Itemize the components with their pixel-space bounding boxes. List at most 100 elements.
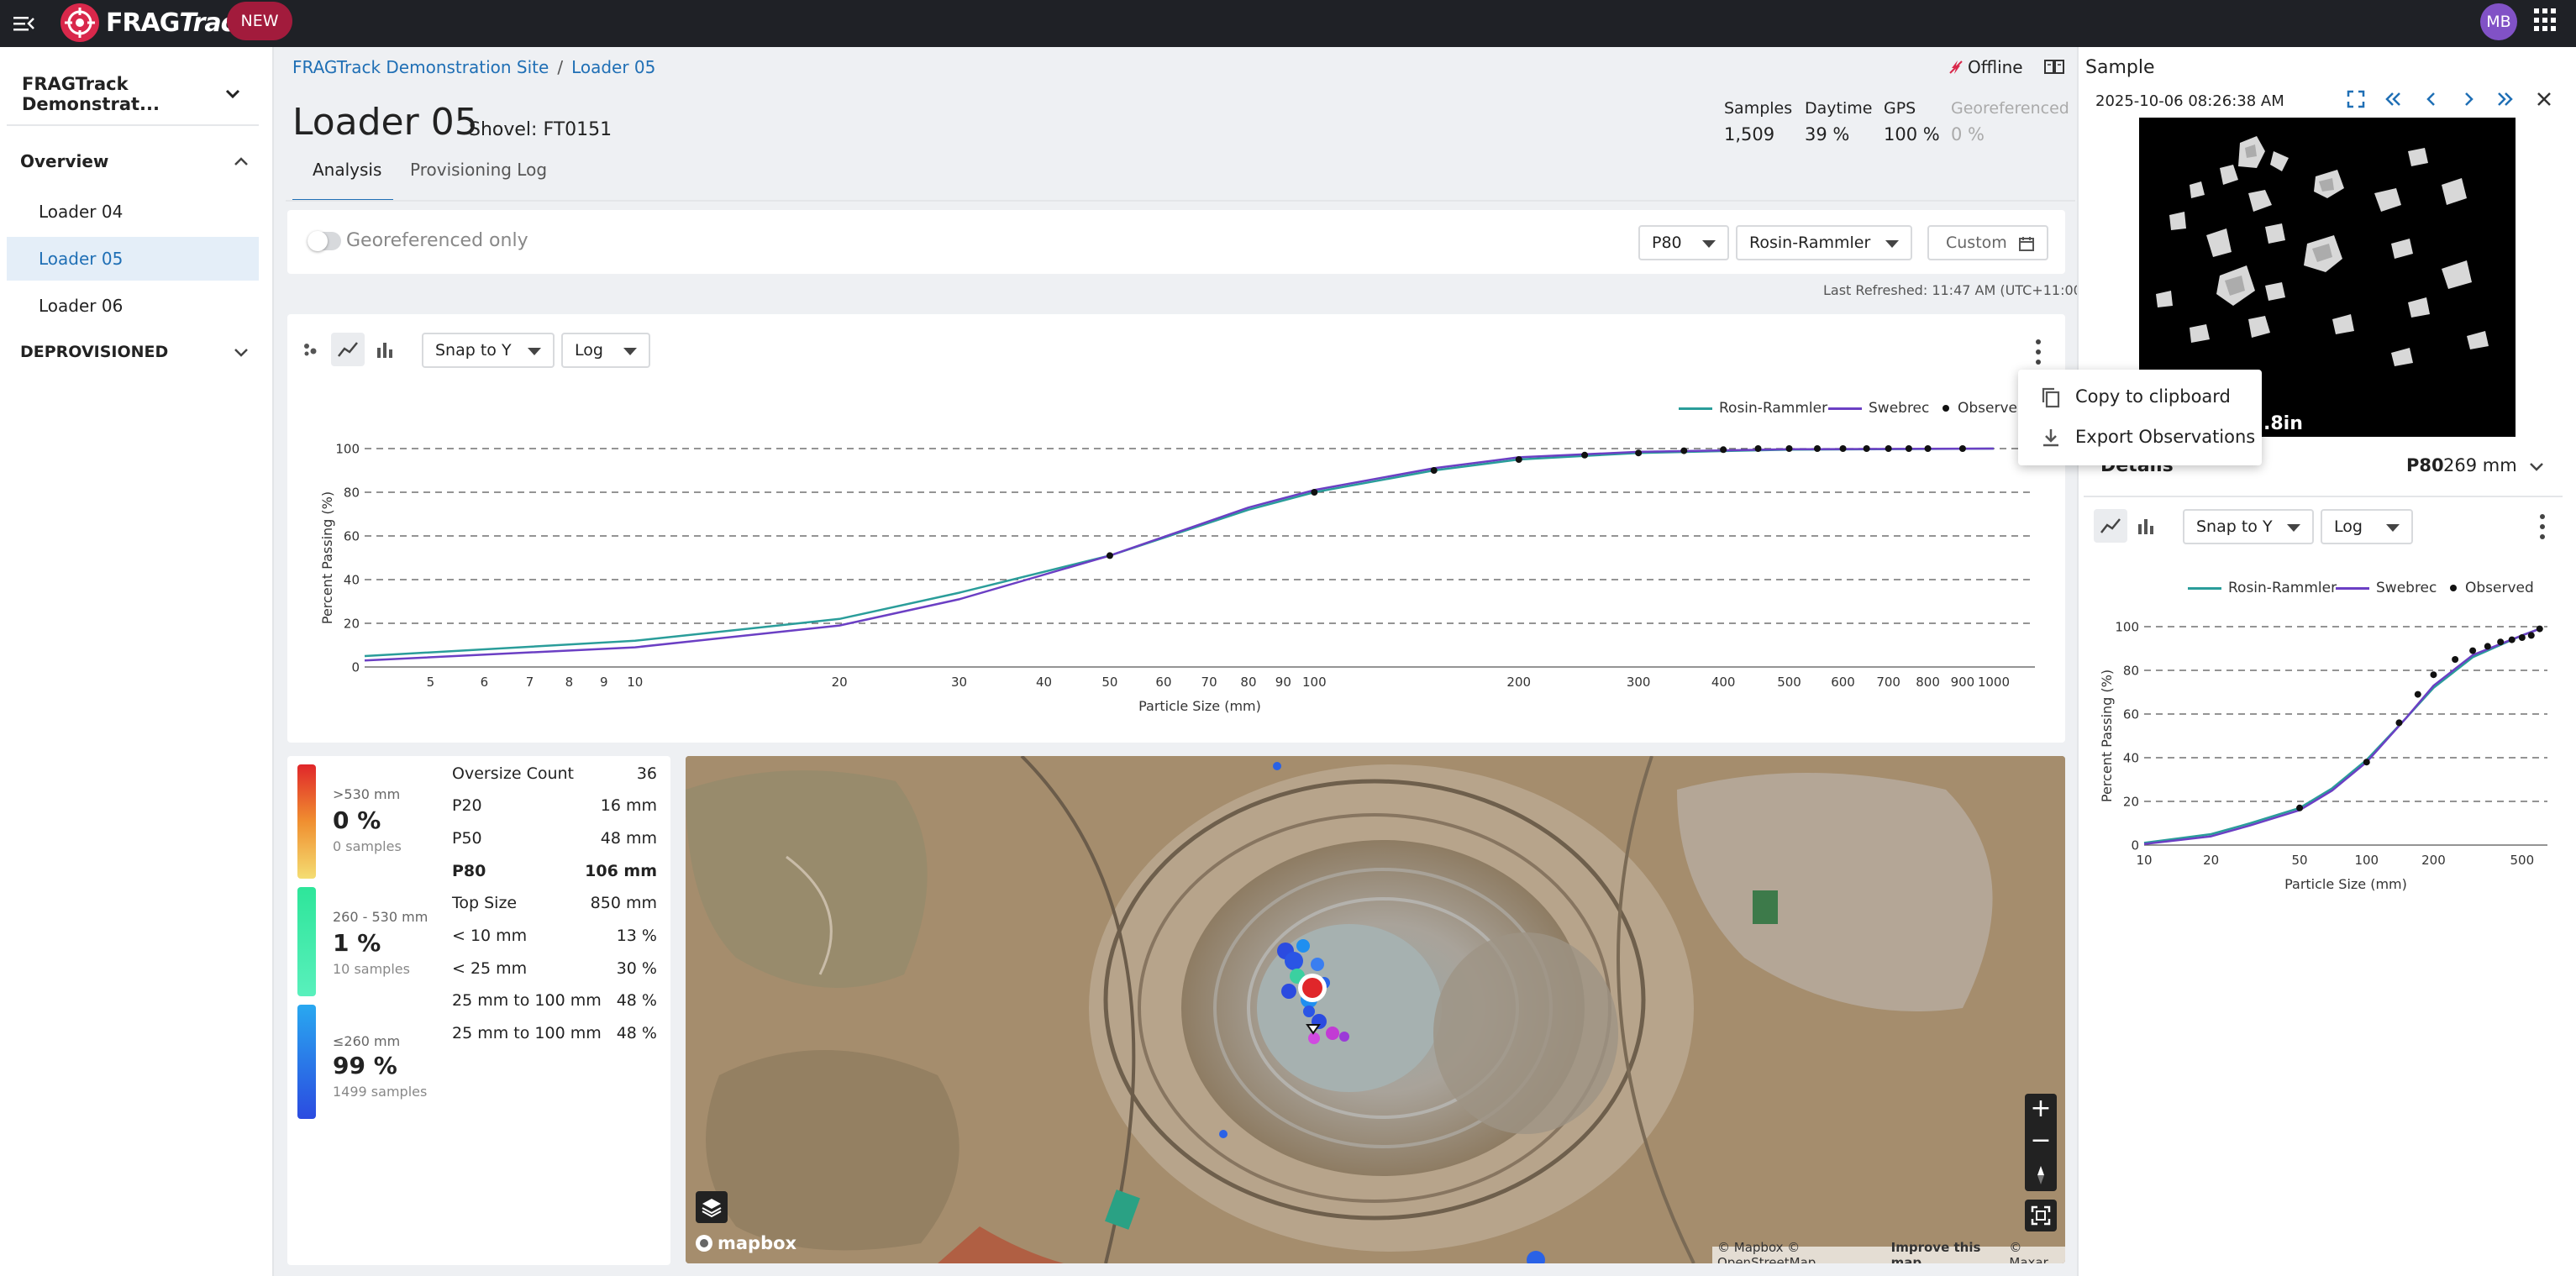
- legend-swebrec[interactable]: Swebrec: [2336, 580, 2437, 596]
- metric-select[interactable]: P80: [1638, 225, 1729, 260]
- observed-point: [1581, 451, 1589, 459]
- scatter-view-icon[interactable]: [294, 333, 328, 366]
- series-line-swebrec: [364, 447, 1994, 662]
- details-snap-select[interactable]: Snap to Y: [2183, 509, 2314, 544]
- menu-icon[interactable]: [12, 10, 40, 37]
- observed-point: [2518, 634, 2526, 641]
- legend-observed[interactable]: Observed: [2450, 580, 2534, 596]
- user-avatar[interactable]: MB: [2480, 3, 2517, 40]
- legend-rosin-rammler[interactable]: Rosin-Rammler: [1679, 400, 1827, 417]
- improve-map-link[interactable]: Improve this map: [1890, 1240, 1981, 1263]
- mapbox-logo[interactable]: mapbox: [694, 1233, 796, 1253]
- stat-row-value: 30 %: [616, 959, 657, 978]
- menu-item-label: Copy to clipboard: [2075, 386, 2231, 407]
- last-sample-icon[interactable]: [2495, 89, 2516, 114]
- legend-swebrec[interactable]: Swebrec: [1828, 400, 1929, 417]
- next-sample-icon[interactable]: [2458, 89, 2479, 114]
- stat-row-oversize-count: Oversize Count 36: [452, 764, 657, 796]
- stat-samples: Samples 1,509: [1724, 99, 1792, 144]
- book-icon[interactable]: [2043, 57, 2065, 80]
- observed-point: [1515, 456, 1522, 463]
- x-tick-label: 700: [1876, 675, 1900, 690]
- offline-status[interactable]: Offline: [1949, 57, 2023, 77]
- series-line-rosin-rammler: [2143, 627, 2541, 844]
- legend-rosin-rammler[interactable]: Rosin-Rammler: [2188, 580, 2337, 596]
- satellite-map[interactable]: + − mapbox © Mapbox © OpenStreetMap Impr…: [686, 756, 2065, 1263]
- layers-icon[interactable]: [696, 1191, 728, 1223]
- breadcrumb-current[interactable]: Loader 05: [571, 57, 656, 77]
- observed-point: [1430, 467, 1438, 474]
- sidebar: FRAGTrack Demonstrat... Overview Loader …: [0, 47, 274, 1276]
- zoom-in-icon[interactable]: +: [2030, 1094, 2052, 1123]
- app-logo[interactable]: FRAGTrack: [60, 3, 251, 42]
- compass-icon[interactable]: [2025, 1159, 2057, 1191]
- copy-to-clipboard-item[interactable]: Copy to clipboard: [2018, 376, 2262, 417]
- chevron-down-icon[interactable]: [234, 348, 249, 358]
- sample-markers: [1219, 762, 1545, 1263]
- chevron-down-icon: [2530, 463, 2543, 471]
- fines-samples: 1499 samples: [333, 1084, 428, 1100]
- attribution-maxar[interactable]: © Maxar: [2009, 1240, 2048, 1263]
- chevron-up-icon[interactable]: [234, 156, 249, 166]
- legend-observed[interactable]: Observed: [1943, 400, 2027, 417]
- export-observations-item[interactable]: Export Observations: [2018, 417, 2262, 457]
- x-tick-label: 80: [1240, 675, 1256, 690]
- attribution-text[interactable]: © Mapbox © OpenStreetMap: [1717, 1240, 1816, 1263]
- georeferenced-toggle[interactable]: [308, 231, 341, 251]
- tab-analysis[interactable]: Analysis: [292, 160, 393, 202]
- sidebar-item-loader-06[interactable]: Loader 06: [7, 284, 259, 328]
- line-view-icon[interactable]: [2094, 509, 2127, 543]
- fullscreen-icon[interactable]: [2025, 1200, 2057, 1231]
- tab-provisioning-log[interactable]: Provisioning Log: [410, 160, 547, 202]
- mapbox-mark-icon: [696, 1235, 712, 1252]
- overview-header[interactable]: Overview: [20, 151, 109, 171]
- sample-timestamp: 2025-10-06 08:26:38 AM: [2095, 92, 2284, 110]
- snap-select[interactable]: Snap to Y: [422, 333, 555, 368]
- prev-sample-icon[interactable]: [2421, 89, 2442, 114]
- breadcrumb-site-link[interactable]: FRAGTrack Demonstration Site: [292, 57, 549, 77]
- snap-select-value: Snap to Y: [435, 341, 512, 360]
- y-tick-label: 20: [344, 616, 360, 631]
- stat-row-value: 13 %: [616, 927, 657, 945]
- deprovisioned-header[interactable]: DEPROVISIONED: [20, 343, 169, 361]
- scale-select-value: Log: [2334, 517, 2363, 536]
- details-scale-select[interactable]: Log: [2321, 509, 2413, 544]
- x-tick-label: 10: [2136, 853, 2152, 868]
- stat-row-25-100: 25 mm to 100 mm 48 %: [452, 991, 657, 1023]
- caret-down-icon: [1885, 240, 1899, 248]
- sidebar-item-loader-05[interactable]: Loader 05: [7, 237, 259, 281]
- x-tick-label: 800: [1916, 675, 1940, 690]
- y-tick-label: 40: [2123, 750, 2139, 765]
- sidebar-item-loader-04[interactable]: Loader 04: [7, 190, 259, 234]
- stat-row-label: < 25 mm: [452, 959, 528, 978]
- line-view-icon[interactable]: [331, 333, 365, 366]
- stat-row-value: 16 mm: [600, 796, 657, 815]
- x-tick-label: 5: [427, 675, 435, 690]
- chart-more-icon[interactable]: [2035, 339, 2042, 365]
- x-tick-label: 200: [2421, 853, 2446, 868]
- date-range-select[interactable]: Custom: [1927, 225, 2048, 260]
- site-selector[interactable]: FRAGTrack Demonstrat...: [7, 64, 259, 126]
- new-badge[interactable]: NEW: [227, 2, 292, 40]
- details-more-icon[interactable]: [2539, 514, 2546, 539]
- apps-grid-icon[interactable]: [2534, 8, 2558, 32]
- fines-percent: 99 %: [333, 1052, 397, 1079]
- zoom-out-icon[interactable]: −: [2030, 1126, 2052, 1155]
- sidebar-item-label: Loader 05: [39, 249, 124, 269]
- x-axis-label: Particle Size (mm): [2284, 876, 2407, 892]
- legend-swatch: [1828, 407, 1862, 410]
- bar-view-icon[interactable]: [368, 333, 402, 366]
- close-icon[interactable]: [2534, 89, 2554, 114]
- x-axis-label: Particle Size (mm): [1138, 698, 1261, 714]
- first-sample-icon[interactable]: [2383, 89, 2403, 114]
- x-tick-label: 200: [1506, 675, 1531, 690]
- page-title: Loader 05: [292, 101, 478, 144]
- observed-point: [2296, 804, 2304, 811]
- observed-point: [2508, 636, 2516, 643]
- bar-view-icon[interactable]: [2129, 509, 2163, 543]
- model-select[interactable]: Rosin-Rammler: [1736, 225, 1912, 260]
- expand-icon[interactable]: [2346, 89, 2366, 114]
- observed-point: [1958, 445, 1966, 452]
- scale-select[interactable]: Log: [561, 333, 650, 368]
- y-tick-label: 0: [2131, 838, 2139, 853]
